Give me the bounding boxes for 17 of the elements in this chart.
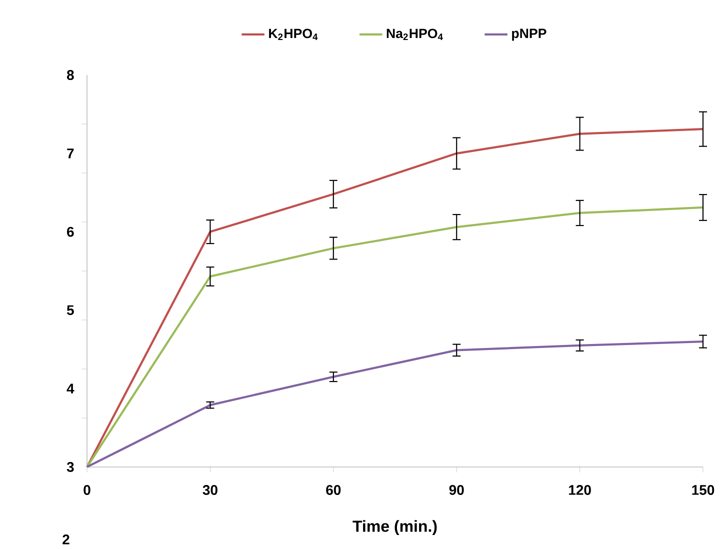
y-tick-label: 5 xyxy=(66,305,74,316)
y-tick-label: 6 xyxy=(67,226,74,237)
x-tick-label: 120 xyxy=(569,485,591,495)
y-tick-label: 8 xyxy=(66,70,74,80)
text: 2 xyxy=(62,534,70,544)
legend-label: Na$_{2}$HPO$_{4}$ xyxy=(386,28,443,40)
legend-label: K$_{2}$HPO$_{4}$ xyxy=(269,28,318,40)
x-tick-label: 90 xyxy=(449,485,464,495)
y-tick-label: 4 xyxy=(66,384,74,394)
y-tick-label: 7 xyxy=(67,148,74,158)
x-tick-label: 30 xyxy=(202,485,218,495)
x-tick-label: 60 xyxy=(326,485,341,495)
legend-label: pNPP xyxy=(512,28,546,41)
x-tick-label: 0 xyxy=(84,485,90,495)
y-tick-label: 3 xyxy=(66,462,74,472)
x-tick-label: 150 xyxy=(692,485,714,495)
x-axis-title: Time (min.) xyxy=(352,520,437,536)
